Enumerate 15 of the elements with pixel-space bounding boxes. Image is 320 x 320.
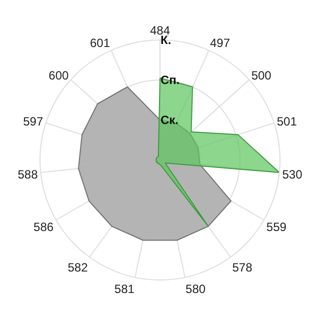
spoke-label: 559 [266, 220, 287, 234]
spoke-label: 597 [23, 114, 44, 128]
spoke-label: 600 [48, 68, 69, 82]
spoke-label: 580 [186, 282, 206, 296]
spoke-label: 578 [232, 260, 253, 275]
spoke-label: 582 [68, 260, 88, 275]
spoke-label: 601 [90, 36, 110, 50]
y-tick-label: Ск. [160, 112, 179, 127]
spoke-label: 501 [276, 114, 298, 128]
spoke-label: 586 [34, 220, 54, 234]
spoke-label: 581 [114, 282, 135, 296]
spoke-label: 588 [18, 167, 38, 182]
spoke-label: 497 [210, 36, 230, 50]
spoke-label: 530 [282, 167, 303, 182]
spoke-label: 500 [251, 68, 272, 82]
